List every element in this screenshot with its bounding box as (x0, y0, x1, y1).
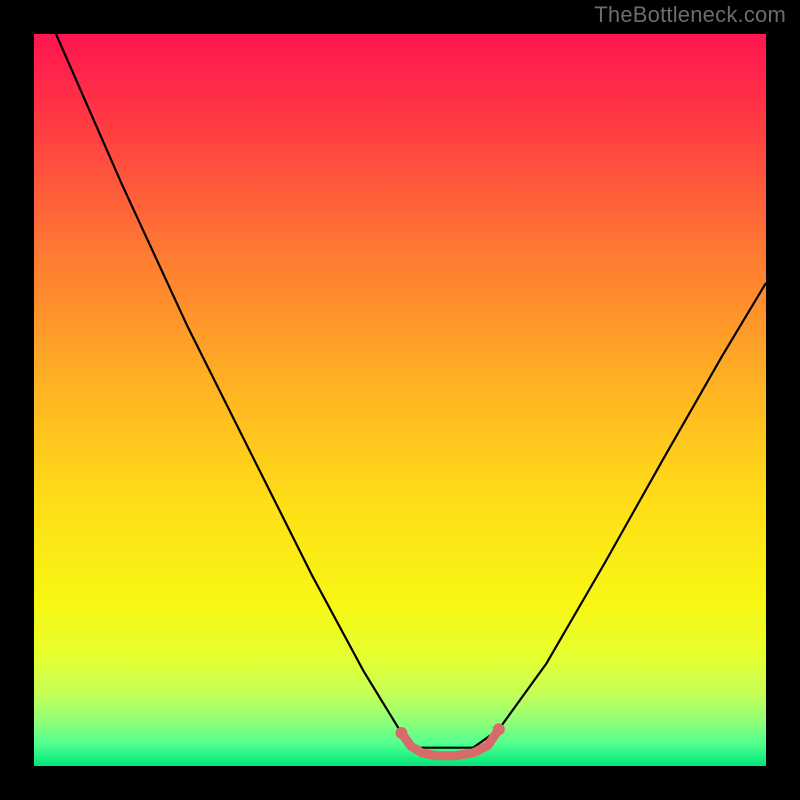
chart-plot-area (34, 34, 766, 766)
chart-container: TheBottleneck.com (0, 0, 800, 800)
optimal-range-endpoint-right (493, 723, 505, 735)
optimal-range-endpoint-left (395, 727, 407, 739)
bottleneck-curve-chart (0, 0, 800, 800)
watermark-label: TheBottleneck.com (594, 2, 786, 28)
